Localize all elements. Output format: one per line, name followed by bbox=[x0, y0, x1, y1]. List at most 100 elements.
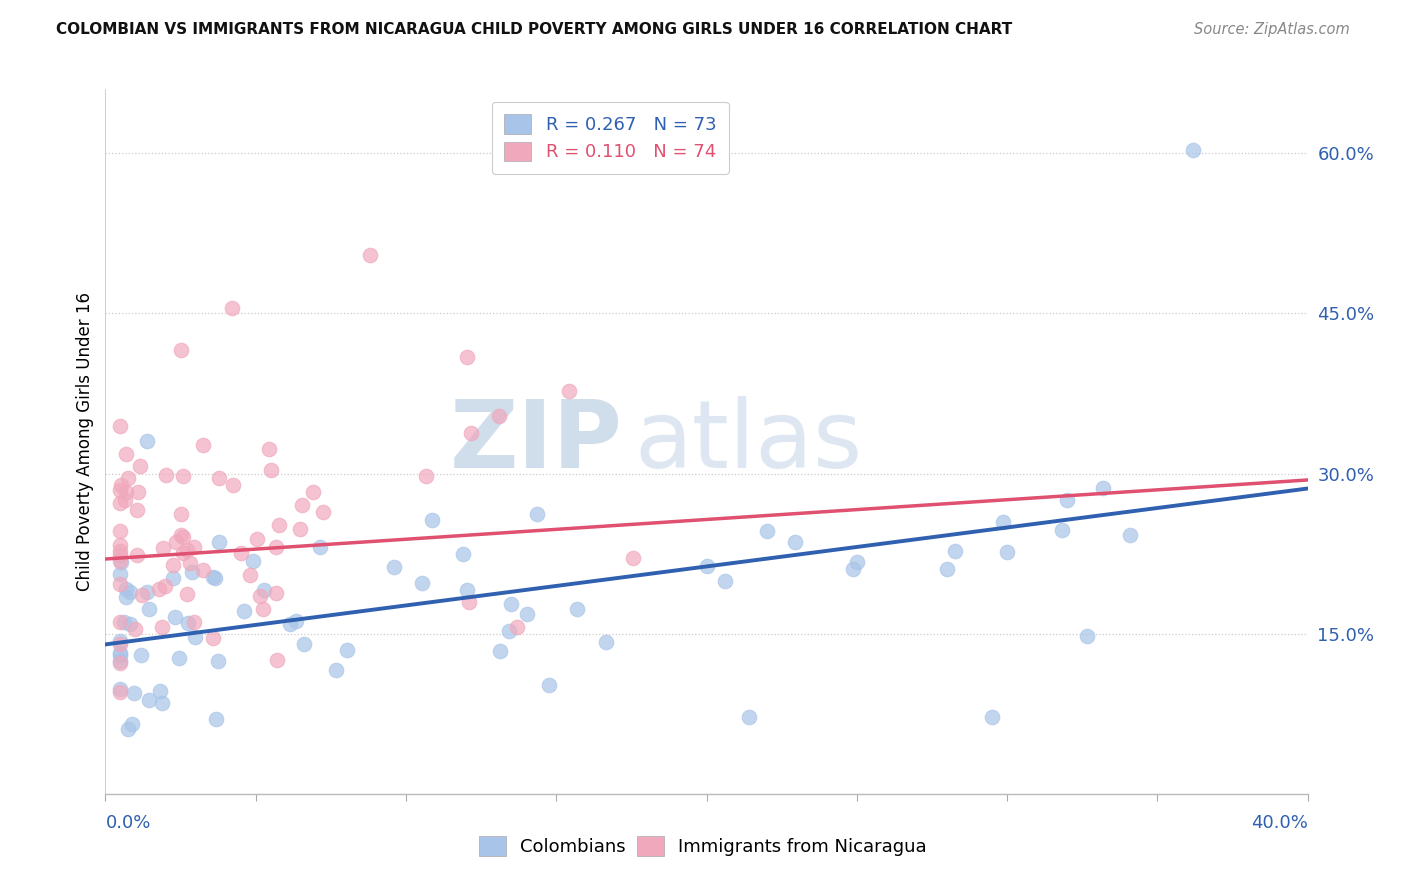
Point bbox=[121, 717, 143, 731]
Point bbox=[567, 601, 589, 615]
Point bbox=[110, 419, 132, 434]
Point bbox=[239, 567, 262, 582]
Point bbox=[118, 616, 141, 631]
Text: ZIP: ZIP bbox=[450, 395, 623, 488]
Point bbox=[208, 534, 231, 549]
Point bbox=[499, 597, 522, 611]
Point bbox=[288, 522, 311, 536]
Point bbox=[253, 582, 276, 597]
Point bbox=[558, 384, 581, 398]
Point bbox=[112, 615, 135, 630]
Point bbox=[207, 654, 229, 668]
Point bbox=[131, 588, 153, 602]
Point bbox=[943, 544, 966, 558]
Point bbox=[138, 692, 160, 706]
Point bbox=[252, 602, 274, 616]
Point bbox=[456, 582, 478, 597]
Point bbox=[165, 535, 187, 549]
Point bbox=[845, 555, 868, 569]
Point bbox=[516, 607, 538, 621]
Point bbox=[115, 591, 138, 605]
Legend: Colombians, Immigrants from Nicaragua: Colombians, Immigrants from Nicaragua bbox=[471, 829, 935, 863]
Point bbox=[125, 503, 148, 517]
Text: Source: ZipAtlas.com: Source: ZipAtlas.com bbox=[1194, 22, 1350, 37]
Point bbox=[489, 644, 512, 658]
Point bbox=[1052, 523, 1074, 537]
Point bbox=[233, 604, 256, 618]
Point bbox=[110, 524, 132, 539]
Point bbox=[110, 548, 132, 562]
Text: 0.0%: 0.0% bbox=[105, 814, 150, 832]
Point bbox=[110, 483, 132, 498]
Point bbox=[172, 530, 194, 544]
Point bbox=[359, 248, 381, 262]
Point bbox=[981, 710, 1004, 724]
Point bbox=[110, 648, 132, 662]
Point bbox=[129, 459, 152, 474]
Point bbox=[292, 637, 315, 651]
Point bbox=[150, 697, 173, 711]
Point bbox=[204, 571, 226, 585]
Point bbox=[537, 678, 560, 692]
Point bbox=[172, 546, 194, 560]
Point bbox=[291, 498, 314, 512]
Point bbox=[936, 562, 959, 576]
Point bbox=[110, 478, 132, 492]
Point bbox=[266, 540, 288, 554]
Point bbox=[595, 635, 617, 649]
Point bbox=[148, 582, 170, 597]
Point bbox=[755, 524, 778, 538]
Point bbox=[162, 571, 184, 585]
Point bbox=[110, 656, 132, 670]
Point bbox=[266, 653, 288, 667]
Point bbox=[110, 567, 132, 582]
Point bbox=[249, 589, 271, 603]
Point bbox=[138, 602, 160, 616]
Point bbox=[110, 554, 132, 568]
Point bbox=[246, 533, 269, 547]
Point bbox=[110, 544, 132, 558]
Point bbox=[285, 614, 308, 628]
Point bbox=[995, 545, 1018, 559]
Point bbox=[991, 515, 1014, 529]
Point bbox=[131, 648, 153, 662]
Point bbox=[498, 624, 520, 638]
Point bbox=[621, 550, 644, 565]
Point bbox=[110, 681, 132, 696]
Point bbox=[842, 562, 865, 576]
Point bbox=[110, 576, 132, 591]
Point bbox=[114, 492, 136, 507]
Point bbox=[115, 447, 138, 461]
Point bbox=[456, 350, 478, 364]
Point bbox=[117, 723, 139, 737]
Text: COLOMBIAN VS IMMIGRANTS FROM NICARAGUA CHILD POVERTY AMONG GIRLS UNDER 16 CORREL: COLOMBIAN VS IMMIGRANTS FROM NICARAGUA C… bbox=[56, 22, 1012, 37]
Point bbox=[114, 485, 136, 500]
Point bbox=[118, 585, 141, 599]
Point bbox=[312, 505, 335, 519]
Point bbox=[202, 570, 225, 584]
Point bbox=[110, 538, 132, 552]
Point bbox=[117, 471, 139, 485]
Point bbox=[193, 564, 215, 578]
Point bbox=[457, 595, 479, 609]
Point bbox=[191, 438, 214, 452]
Point bbox=[336, 642, 359, 657]
Point bbox=[460, 425, 482, 440]
Point bbox=[242, 554, 264, 568]
Point bbox=[110, 646, 132, 660]
Point bbox=[451, 547, 474, 561]
Point bbox=[179, 556, 201, 570]
Point bbox=[110, 684, 132, 698]
Point bbox=[202, 631, 225, 645]
Point bbox=[176, 542, 198, 557]
Point bbox=[266, 586, 288, 600]
Point bbox=[110, 654, 132, 668]
Point bbox=[229, 546, 252, 560]
Point bbox=[183, 615, 205, 630]
Point bbox=[415, 469, 437, 483]
Point bbox=[136, 434, 159, 448]
Point bbox=[208, 470, 231, 484]
Point bbox=[110, 634, 132, 648]
Point bbox=[260, 463, 283, 477]
Point bbox=[506, 620, 529, 634]
